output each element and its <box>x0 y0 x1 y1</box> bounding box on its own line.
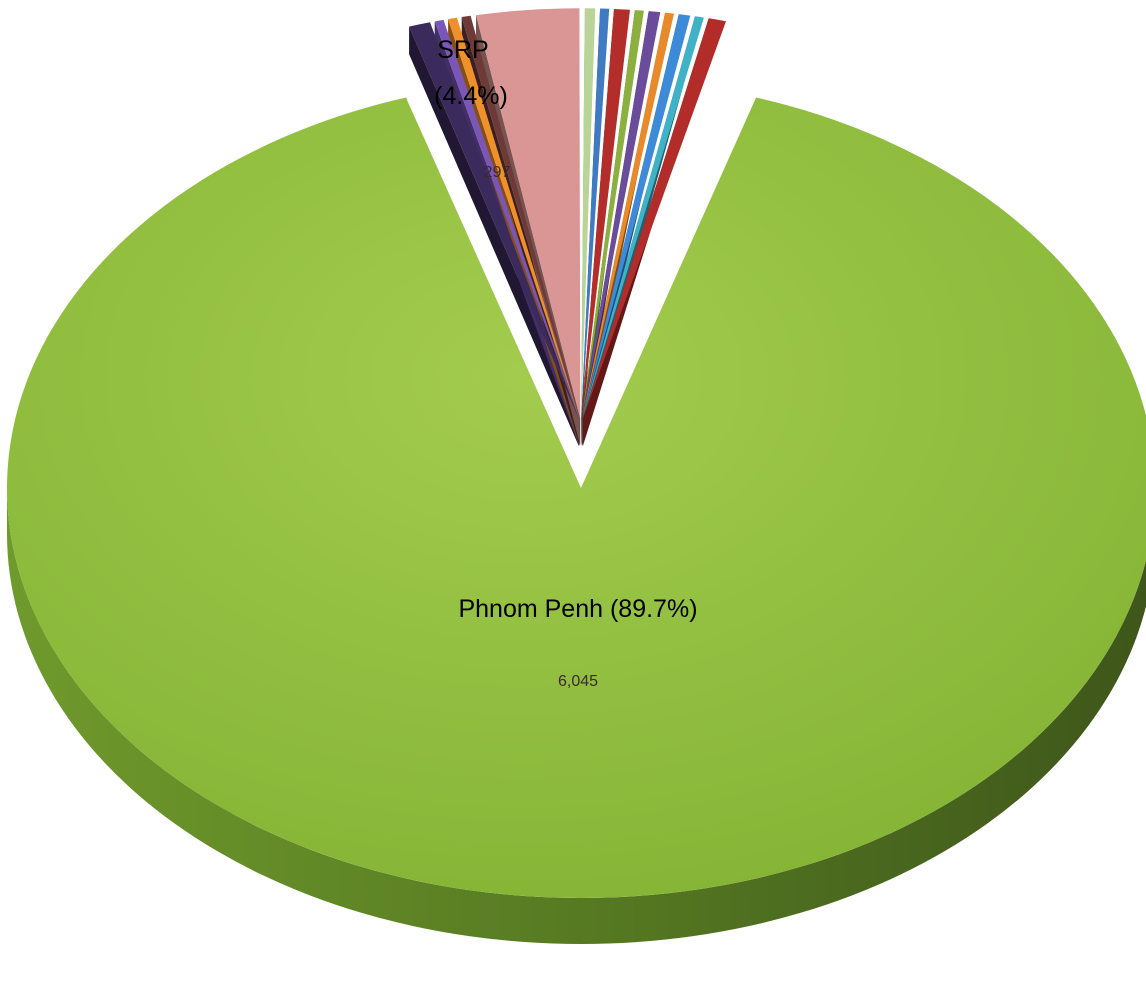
pie-slice-minor-8 <box>581 10 644 419</box>
slice-percent-srp-value: 4.4% <box>443 82 500 110</box>
pie-slice-minor-7 <box>581 9 630 419</box>
pie-labels: SRP (4.4%) 297 Phnom Penh (89.7%) 6,045 <box>434 36 697 690</box>
pie-slice-minor-2 <box>448 17 580 419</box>
pie-slice-srp <box>476 8 581 419</box>
slice-percent-srp: (4.4%) <box>434 82 508 110</box>
slice-label-srp: SRP <box>437 36 488 64</box>
pie-slices <box>7 8 1146 898</box>
slice-label-phnom-penh: Phnom Penh (89.7%) <box>458 595 697 623</box>
pie-slice-side-minor-0 <box>409 26 579 446</box>
slice-name-srp: SRP <box>437 36 488 64</box>
slice-value-phnom-penh: 6,045 <box>558 673 598 690</box>
pie-slice-minor-12 <box>582 16 704 419</box>
pie-slice-minor-6 <box>581 8 610 419</box>
pie-slice-phnom-penh <box>7 97 1146 898</box>
pie-slice-minor-3 <box>461 15 580 419</box>
pie-slice-minor-13 <box>582 18 726 419</box>
pie-slice-minor-1 <box>434 19 580 419</box>
slice-value-srp: 297 <box>484 164 511 181</box>
pie-slice-minor-0 <box>409 22 579 419</box>
pie-slice-minor-5 <box>581 8 596 419</box>
pie-slice-minor-11 <box>582 14 691 419</box>
slice-name-phnom-penh: Phnom Penh <box>458 595 603 623</box>
pie-slice-minor-9 <box>582 11 661 419</box>
slice-percent-phnom-penh: 89.7% <box>618 595 689 623</box>
pie-slice-minor-10 <box>582 12 674 419</box>
